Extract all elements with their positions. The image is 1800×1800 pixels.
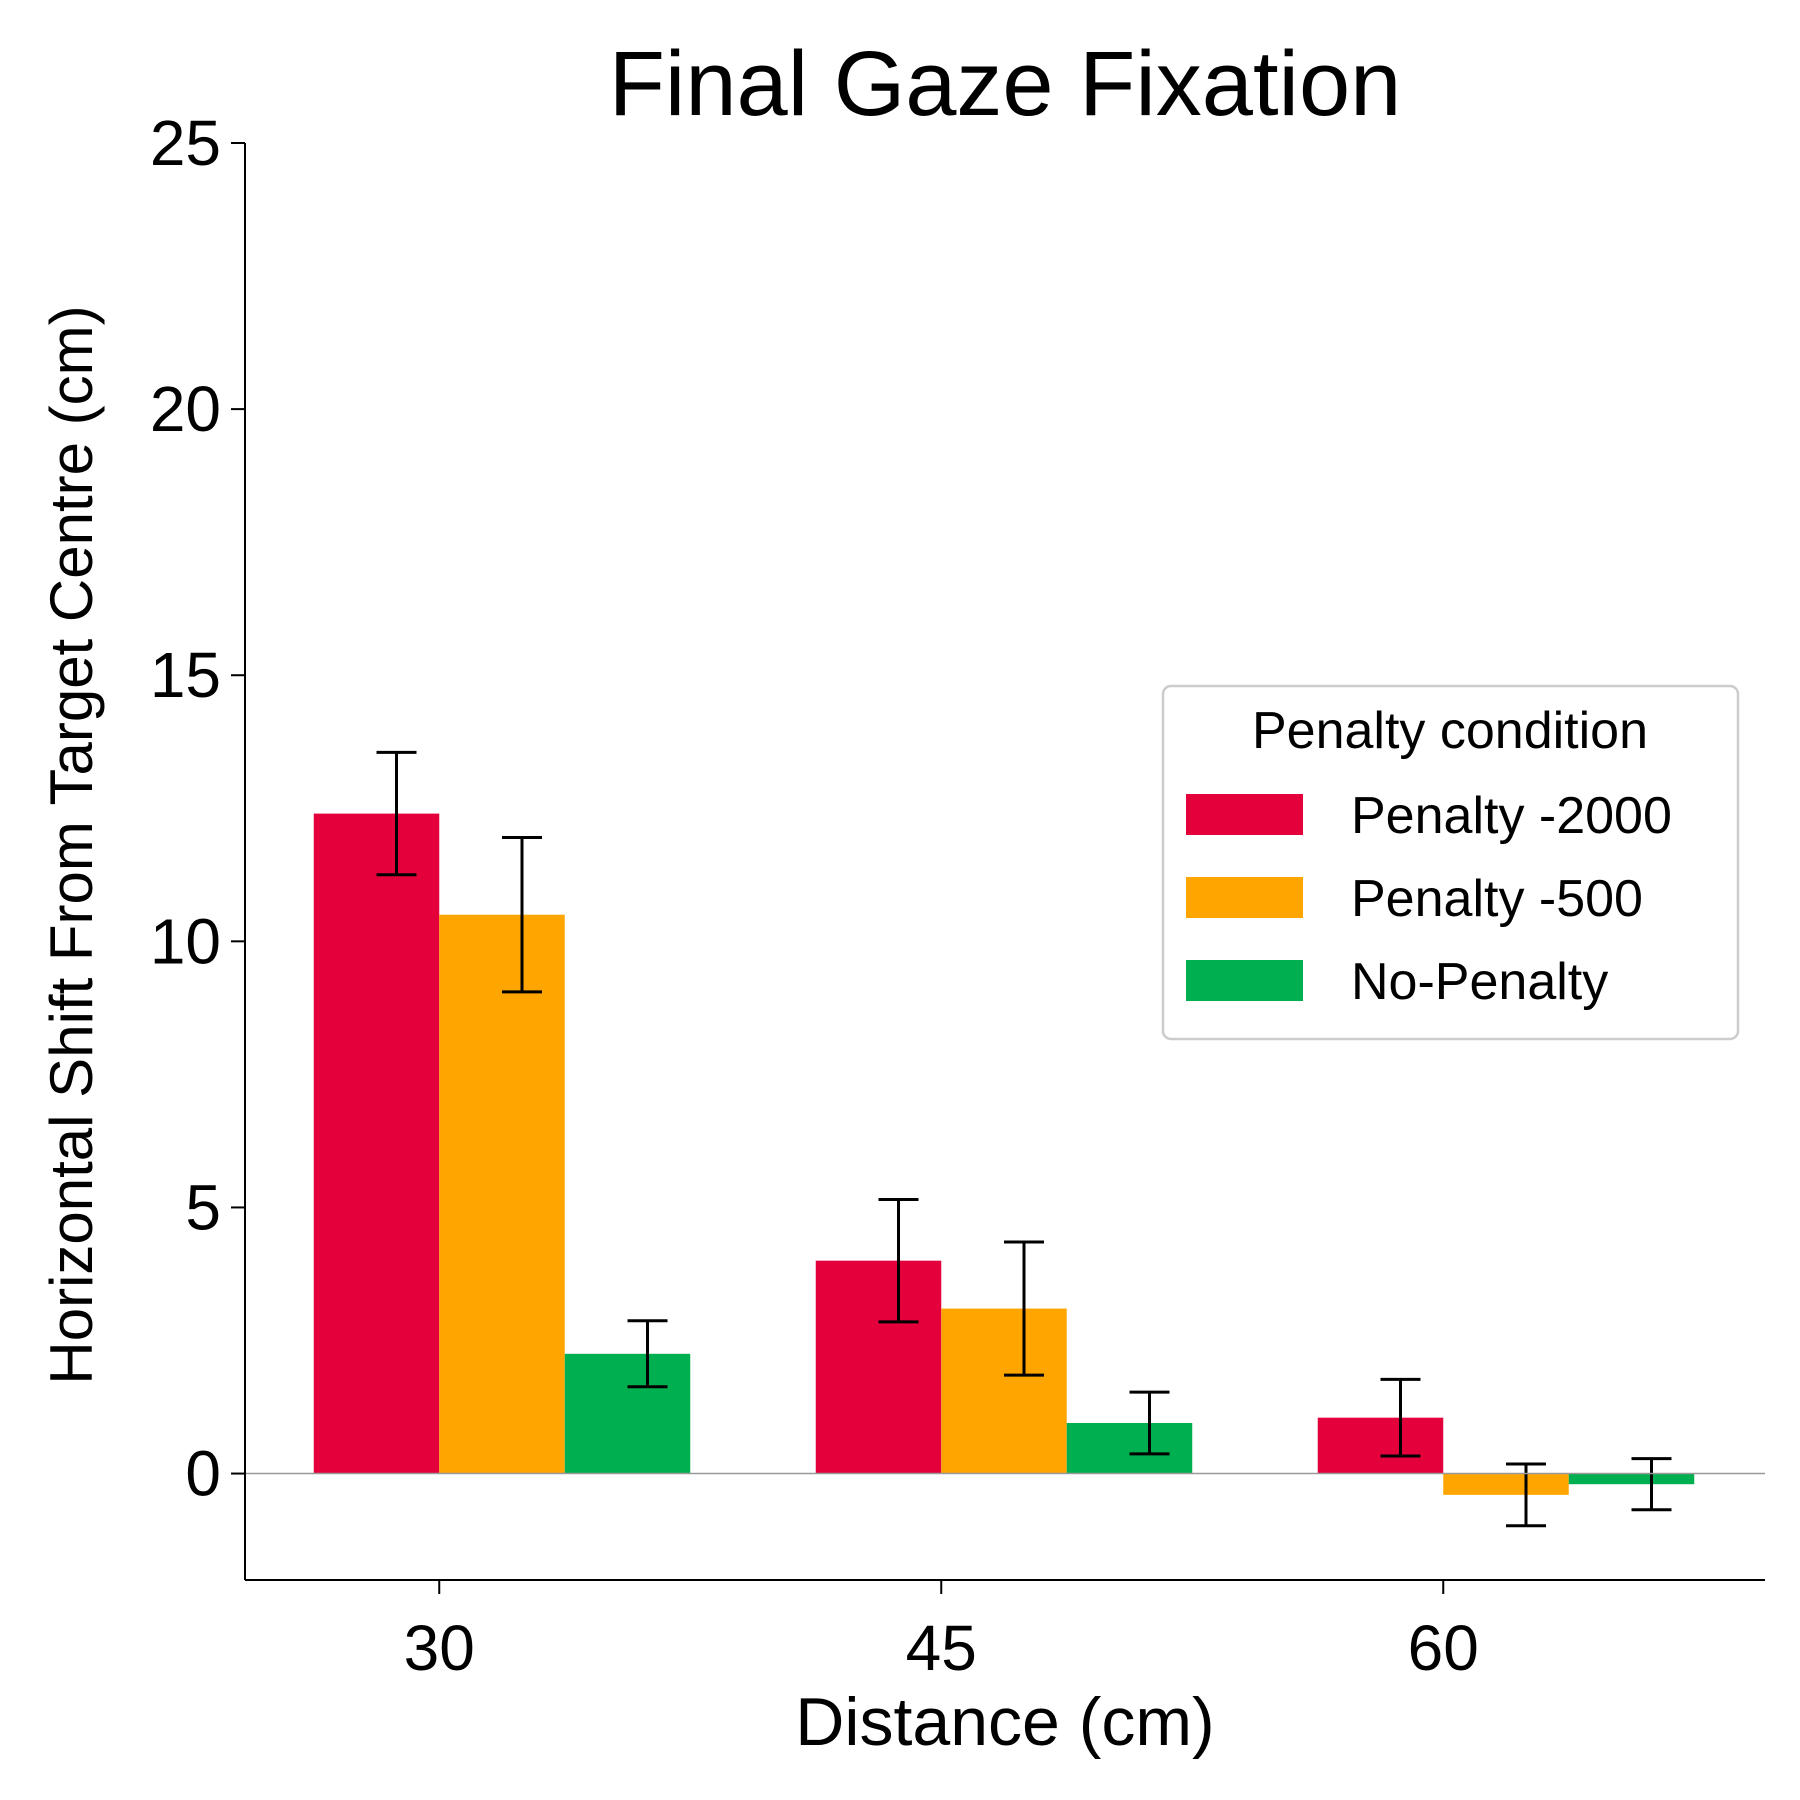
legend-swatch <box>1186 794 1303 835</box>
bar <box>1568 1473 1695 1485</box>
error-bar <box>502 836 542 994</box>
legend-label: Penalty -2000 <box>1351 787 1672 845</box>
y-tick-label: 0 <box>185 1438 221 1510</box>
error-bar <box>1129 1390 1170 1456</box>
error-bar <box>1631 1457 1672 1512</box>
legend-label: No-Penalty <box>1351 953 1608 1011</box>
error-bar <box>878 1197 919 1324</box>
error-bar <box>1380 1377 1421 1458</box>
legend-title: Penalty condition <box>1252 702 1648 760</box>
legend-frame <box>1161 684 1740 1041</box>
y-ticks: 0 5 10 15 20 25 <box>150 107 245 1510</box>
plot-area: 0 5 10 15 20 25 30 45 60 <box>150 107 1765 1684</box>
x-tick-label: 60 <box>1408 1612 1479 1684</box>
bars-group <box>313 813 1695 1495</box>
bar <box>1443 1473 1569 1495</box>
bar <box>1317 1417 1444 1474</box>
chart-title: Final Gaze Fixation <box>609 33 1402 135</box>
x-tick-label: 45 <box>906 1612 977 1684</box>
y-axis-label: Horizontal Shift From Target Centre (cm) <box>38 305 105 1384</box>
error-bar <box>1004 1240 1044 1377</box>
error-bars-group <box>376 750 1672 1528</box>
bar <box>941 1308 1067 1474</box>
bar <box>815 1260 942 1474</box>
x-tick-label: 30 <box>404 1612 475 1684</box>
legend-label: Penalty -500 <box>1351 870 1643 928</box>
y-tick-label: 20 <box>150 373 221 445</box>
error-bar <box>627 1319 668 1389</box>
legend-swatch <box>1186 960 1303 1001</box>
bar <box>564 1353 691 1474</box>
y-tick-label: 25 <box>150 107 221 179</box>
y-tick-label: 10 <box>150 905 221 977</box>
bar <box>439 914 565 1474</box>
x-ticks: 30 45 60 <box>404 1580 1479 1684</box>
bar <box>313 813 440 1474</box>
y-tick-label: 5 <box>185 1171 221 1243</box>
legend-items: Penalty -2000 Penalty -500 No-Penalty <box>1186 787 1672 1011</box>
error-bar <box>376 750 417 877</box>
legend-swatch <box>1186 877 1303 918</box>
bar <box>1066 1422 1193 1474</box>
x-axis-label: Distance (cm) <box>795 1684 1214 1760</box>
y-tick-label: 15 <box>150 639 221 711</box>
